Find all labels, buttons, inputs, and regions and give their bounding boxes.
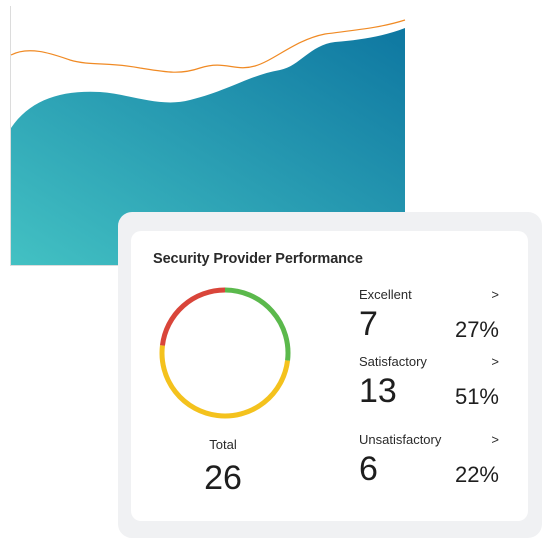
stat-percent-unsatisfactory: 22% xyxy=(454,462,499,487)
stat-excellent[interactable]: Excellent > 7 27% xyxy=(359,287,499,359)
stat-count-excellent: 7 xyxy=(359,305,378,343)
stat-percent-satisfactory: 51% xyxy=(454,384,499,409)
donut-segment-satisfactory xyxy=(159,345,291,419)
stat-unsatisfactory[interactable]: Unsatisfactory > 6 22% xyxy=(359,432,499,504)
security-provider-performance-card: Security Provider Performance Total 26 E… xyxy=(131,231,528,521)
chart-trend-line xyxy=(10,19,406,73)
performance-donut-chart xyxy=(159,287,291,419)
stat-percent-excellent: 27% xyxy=(454,317,499,342)
card-title: Security Provider Performance xyxy=(153,251,363,267)
total-value: 26 xyxy=(204,459,242,497)
chevron-right-icon[interactable]: > xyxy=(491,354,499,369)
donut-segment-unsatisfactory xyxy=(159,287,226,346)
stat-satisfactory[interactable]: Satisfactory > 13 51% xyxy=(359,354,499,426)
stat-label-satisfactory: Satisfactory xyxy=(359,354,427,369)
chevron-right-icon[interactable]: > xyxy=(491,287,499,302)
chart-area-fill xyxy=(11,28,405,265)
total-label: Total xyxy=(209,437,237,452)
stat-label-excellent: Excellent xyxy=(359,287,412,302)
donut-segment-excellent xyxy=(224,287,291,361)
stat-count-satisfactory: 13 xyxy=(359,372,397,410)
chevron-right-icon[interactable]: > xyxy=(491,432,499,447)
stat-count-unsatisfactory: 6 xyxy=(359,450,378,488)
stat-label-unsatisfactory: Unsatisfactory xyxy=(359,432,442,447)
